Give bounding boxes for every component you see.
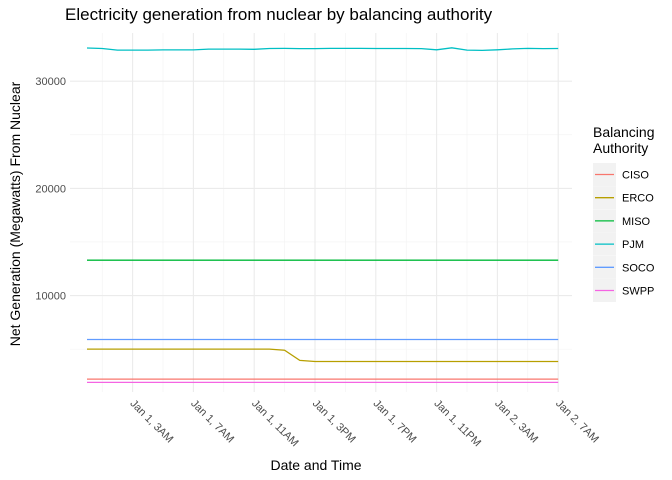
y-tick-label: 30000 [35, 76, 66, 88]
x-tick-label: Jan 1, 11PM [431, 398, 483, 450]
series-lines [86, 47, 559, 384]
y-tick-label: 20000 [35, 183, 66, 195]
legend-label-miso: MISO [622, 216, 651, 228]
plot-panel [70, 33, 572, 392]
legend-label-pjm: PJM [622, 239, 644, 251]
x-tick-label: Jan 2, 3AM [492, 398, 540, 446]
series-line-pjm [86, 47, 559, 52]
x-tick-label: Jan 2, 7AM [553, 398, 601, 446]
x-tick-label: Jan 1, 7PM [371, 398, 419, 446]
x-axis-ticks: Jan 1, 3AM Jan 1, 7AM Jan 1, 11AM Jan 1, 3P… [127, 398, 600, 450]
legend-label-swpp: SWPP [622, 286, 654, 298]
y-tick-label: 10000 [35, 291, 66, 303]
x-tick-label: Jan 1, 3PM [310, 398, 358, 446]
legend-label-ciso: CISO [622, 170, 649, 182]
legend-title: Authority [593, 140, 648, 156]
grid [70, 33, 572, 392]
y-axis-ticks: 10000 20000 30000 [35, 76, 66, 302]
x-tick-label: Jan 1, 3AM [127, 398, 175, 446]
x-tick-label: Jan 1, 7AM [188, 398, 236, 446]
legend-label-soco: SOCO [622, 262, 655, 274]
x-tick-label: Jan 1, 11AM [249, 398, 301, 450]
legend-label-erco: ERCO [622, 193, 654, 205]
legend-title: Balancing [593, 124, 655, 140]
series-line-erco [87, 348, 559, 363]
x-axis-title: Date and Time [270, 457, 361, 473]
chart-title: Electricity generation from nuclear by b… [65, 5, 493, 24]
y-axis-title: Net Generation (Megawatts) From Nuclear [7, 81, 23, 346]
